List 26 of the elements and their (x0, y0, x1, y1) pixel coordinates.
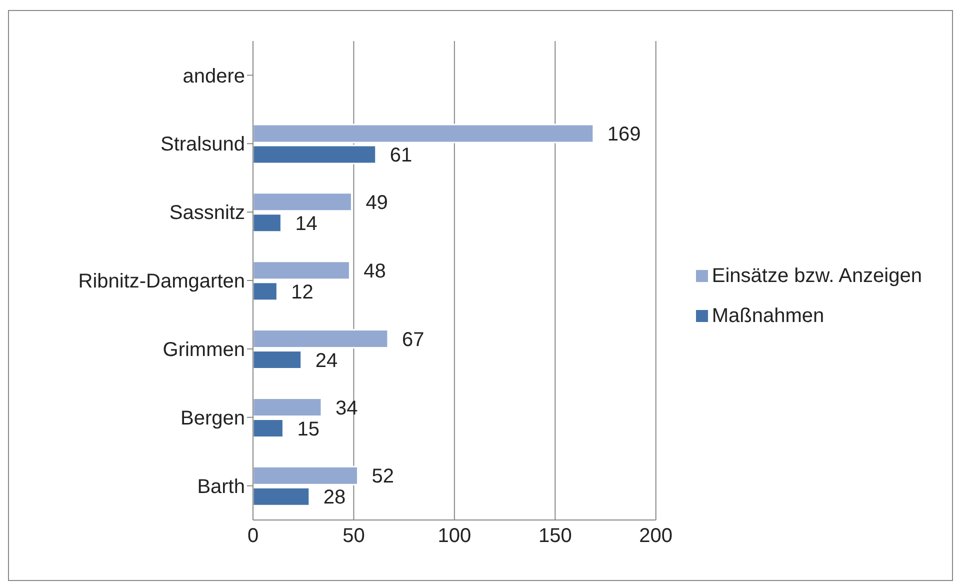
y-tick-label: Stralsund (160, 134, 245, 156)
x-tick-label: 200 (639, 525, 673, 548)
data-label: 12 (291, 281, 314, 304)
y-tick-label: Ribnitz-Damgarten (78, 270, 245, 293)
data-label: 48 (364, 260, 386, 282)
legend-label: Maßnahmen (712, 304, 824, 326)
legend-label: Einsätze bzw. Anzeigen (712, 264, 922, 286)
y-tick-label: Bergen (180, 407, 245, 430)
x-tick-label: 50 (342, 525, 365, 548)
x-tick-label: 0 (247, 525, 259, 548)
data-label: 28 (323, 486, 346, 509)
data-label: 34 (335, 397, 358, 420)
data-label: 61 (390, 144, 412, 167)
data-label: 15 (297, 418, 320, 440)
y-tick-label: Sassnitz (169, 202, 245, 224)
data-label: 24 (315, 350, 338, 372)
data-label: 49 (366, 192, 388, 214)
y-tick-label: Barth (197, 476, 245, 498)
data-label: 67 (402, 328, 424, 351)
data-label: 52 (372, 466, 394, 488)
x-tick-label: 100 (438, 525, 472, 548)
y-tick-label: Grimmen (162, 339, 245, 362)
data-label: 14 (295, 213, 318, 236)
y-tick-label: andere (182, 65, 245, 88)
x-tick-label: 150 (538, 525, 572, 548)
data-label: 169 (607, 124, 641, 146)
